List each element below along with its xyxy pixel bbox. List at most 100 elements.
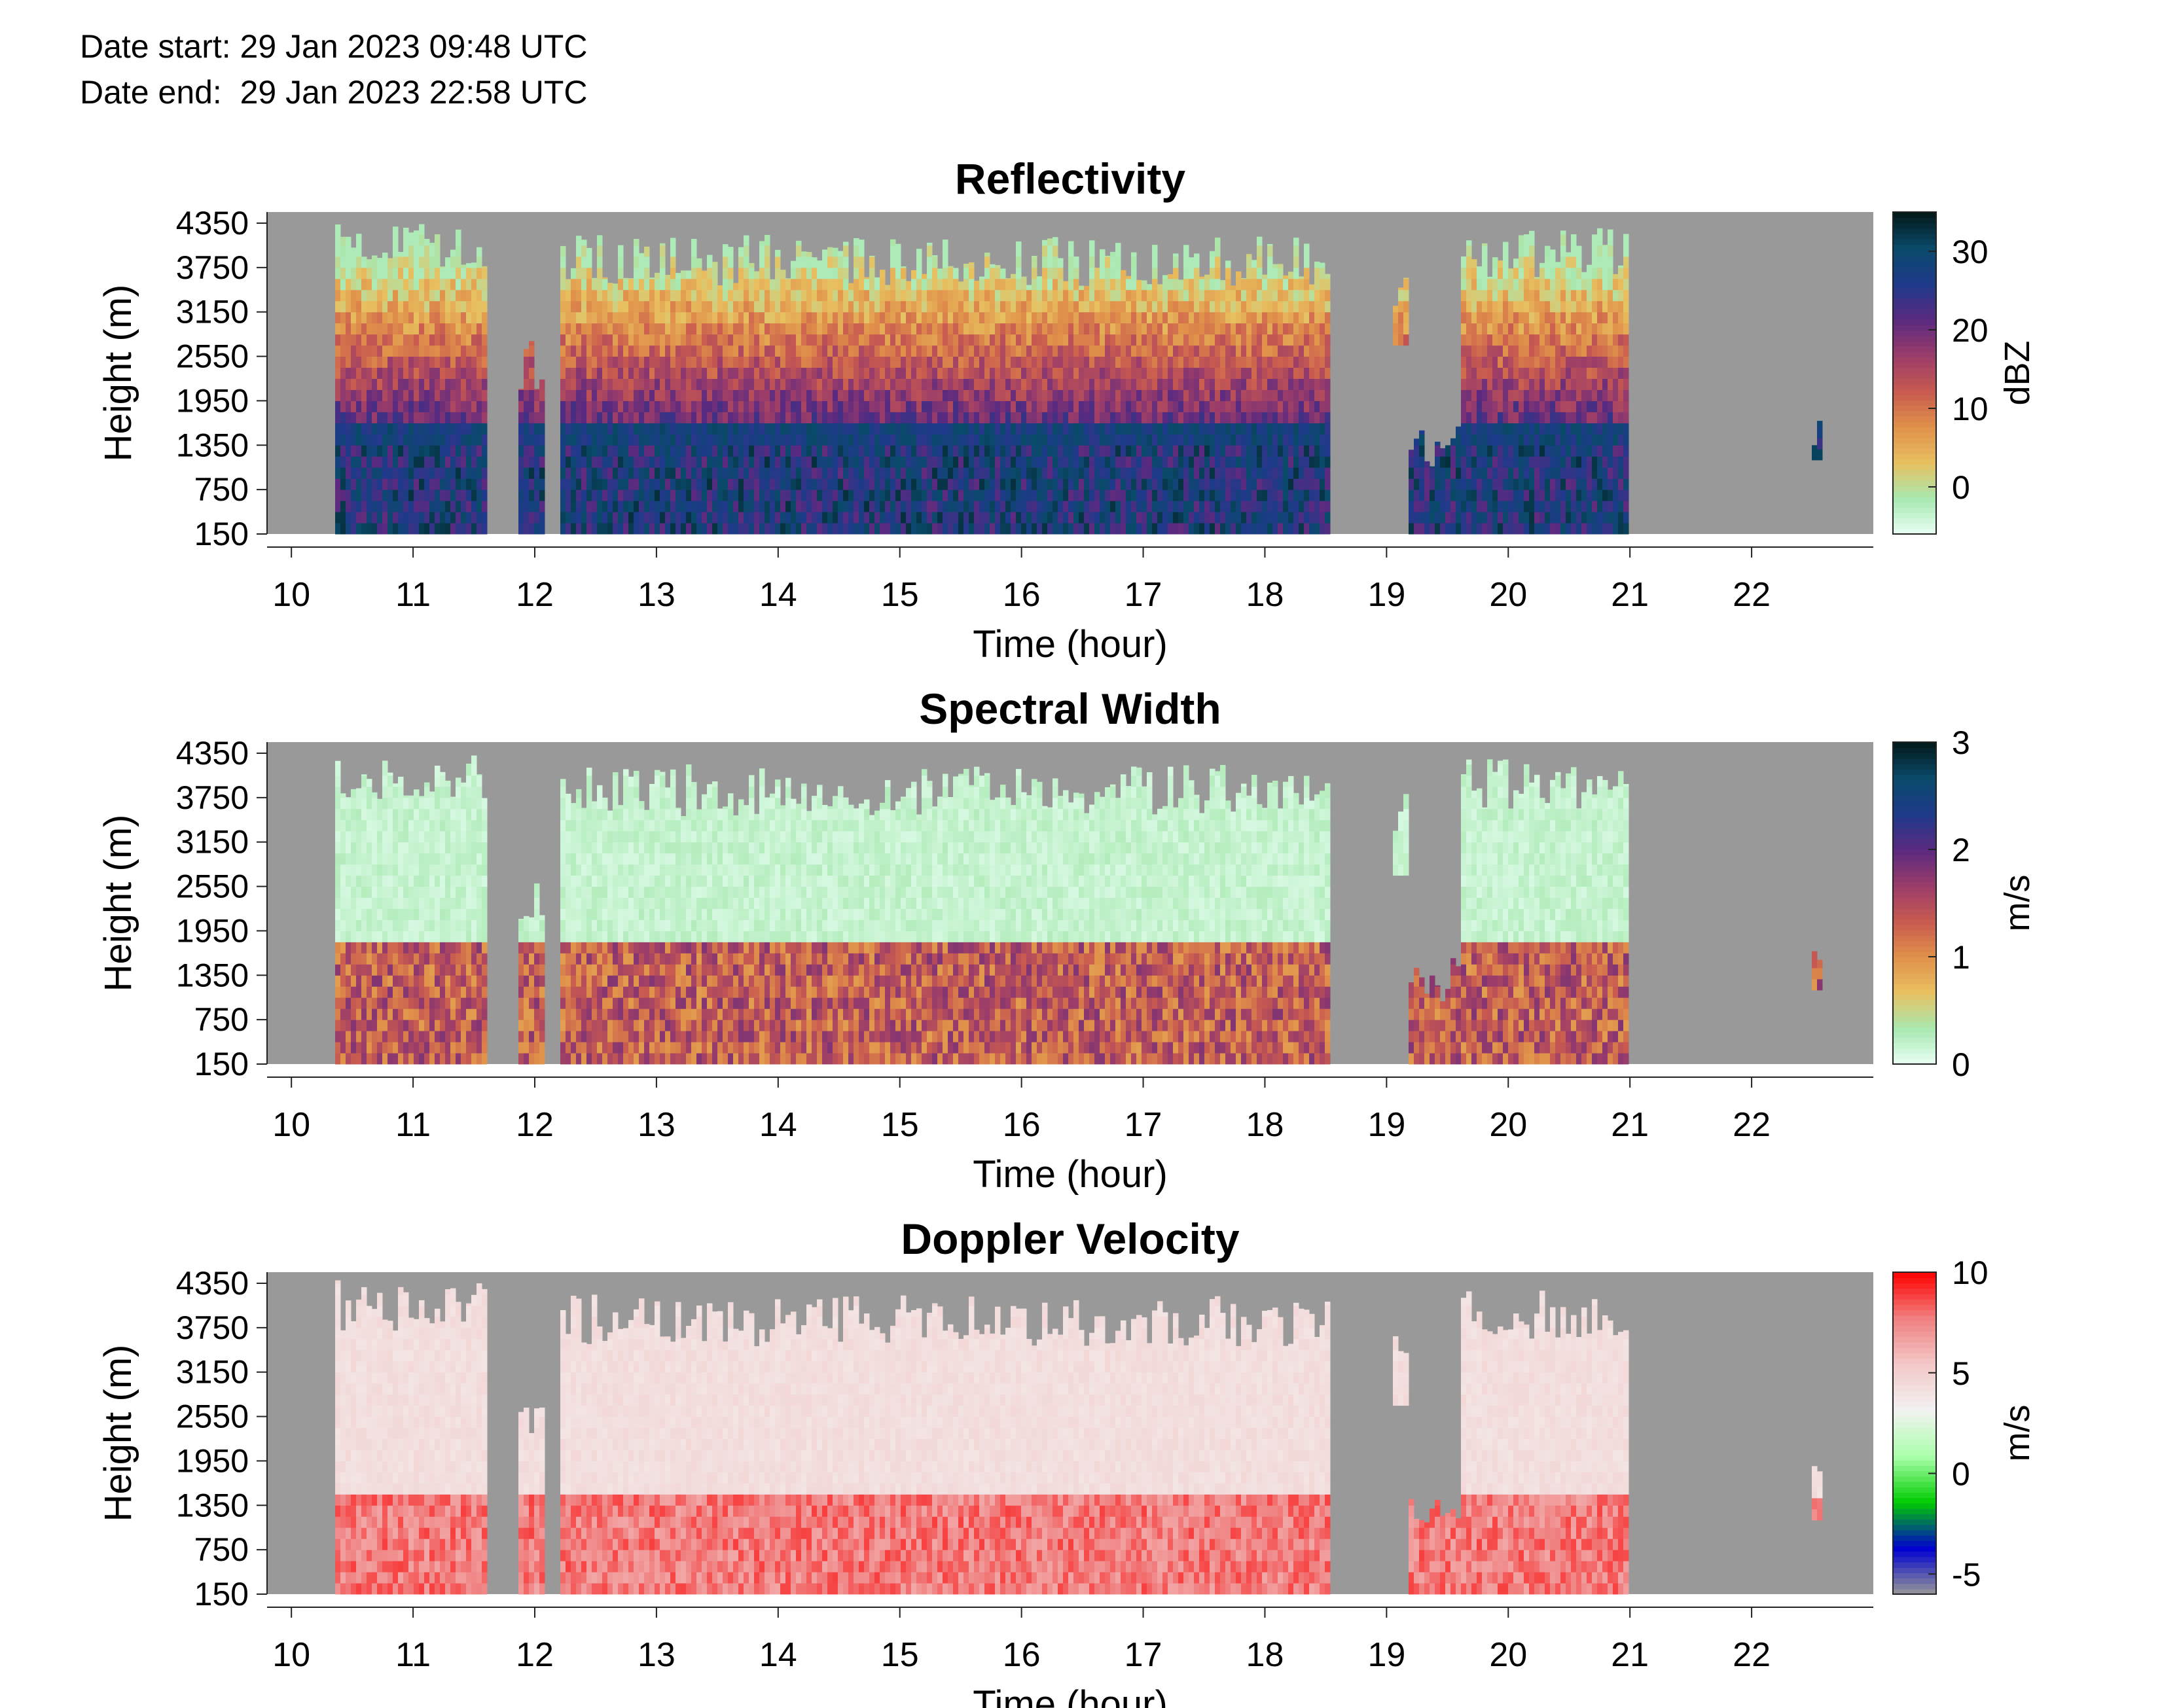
heatmap-cell	[403, 234, 409, 246]
heatmap-cell	[351, 467, 357, 479]
heatmap-cell	[1471, 456, 1477, 468]
heatmap-cell	[1178, 423, 1184, 435]
heatmap-cell	[1021, 345, 1027, 357]
heatmap-cell	[843, 278, 849, 291]
heatmap-cell	[1063, 523, 1069, 535]
heatmap-cell	[838, 389, 844, 401]
heatmap-cell	[1162, 323, 1168, 335]
heatmap-cell	[927, 311, 933, 324]
heatmap-cell	[340, 378, 346, 390]
heatmap-cell	[586, 467, 592, 479]
heatmap-cell	[346, 501, 351, 512]
heatmap-cell	[1257, 456, 1263, 468]
heatmap-cell	[1293, 323, 1299, 335]
heatmap-cell	[367, 423, 372, 435]
heatmap-cell	[1529, 512, 1535, 524]
heatmap-cell	[408, 445, 414, 457]
heatmap-cell	[1089, 345, 1095, 357]
heatmap-cell	[827, 247, 833, 257]
heatmap-cell	[1283, 423, 1289, 435]
heatmap-cell	[707, 378, 713, 390]
heatmap-cell	[346, 334, 351, 346]
heatmap-cell	[927, 478, 933, 490]
heatmap-cell	[817, 467, 823, 479]
heatmap-cell	[1424, 501, 1430, 512]
heatmap-cell	[791, 311, 797, 324]
heatmap-cell	[1063, 423, 1069, 435]
heatmap-cell	[1073, 523, 1079, 535]
heatmap-cell	[707, 311, 713, 324]
heatmap-cell	[922, 400, 927, 412]
heatmap-cell	[854, 267, 859, 279]
heatmap-cell	[1131, 489, 1137, 501]
heatmap-cell	[1210, 512, 1215, 524]
heatmap-cell	[1178, 289, 1184, 302]
heatmap-cell	[607, 412, 613, 423]
heatmap-cell	[356, 367, 362, 379]
heatmap-cell	[869, 345, 875, 357]
heatmap-cell	[906, 323, 912, 335]
heatmap-cell	[963, 412, 969, 423]
heatmap-cell	[367, 378, 372, 390]
heatmap-cell	[1094, 501, 1100, 512]
heatmap-cell	[356, 478, 362, 490]
heatmap-cell	[1142, 434, 1147, 446]
heatmap-cell	[387, 323, 393, 335]
heatmap-cell	[1073, 467, 1079, 479]
heatmap-cell	[424, 423, 430, 435]
heatmap-cell	[356, 456, 362, 468]
heatmap-cell	[1508, 523, 1514, 535]
heatmap-cell	[1393, 334, 1399, 346]
heatmap-cell	[932, 267, 938, 279]
heatmap-cell	[597, 489, 603, 501]
heatmap-cell	[979, 423, 985, 435]
heatmap-cell	[1466, 501, 1472, 512]
heatmap-cell	[958, 434, 964, 446]
heatmap-cell	[702, 389, 708, 401]
heatmap-cell	[1032, 356, 1037, 368]
heatmap-cell	[1236, 423, 1242, 435]
heatmap-cell	[539, 467, 545, 479]
heatmap-cell	[429, 334, 435, 346]
heatmap-cell	[1204, 400, 1210, 412]
heatmap-cell	[1435, 441, 1441, 446]
heatmap-cell	[1325, 423, 1331, 435]
heatmap-cell	[707, 523, 713, 535]
heatmap-cell	[801, 278, 807, 291]
heatmap-cell	[1508, 367, 1514, 379]
heatmap-cell	[387, 345, 393, 357]
heatmap-cell	[801, 300, 807, 313]
heatmap-cell	[440, 267, 446, 279]
heatmap-cell	[382, 256, 388, 268]
heatmap-cell	[691, 512, 697, 524]
heatmap-cell	[712, 434, 718, 446]
heatmap-cell	[456, 367, 461, 379]
heatmap-cell	[1471, 489, 1477, 501]
heatmap-cell	[1157, 523, 1163, 535]
heatmap-cell	[477, 434, 482, 446]
heatmap-cell	[1089, 256, 1095, 268]
heatmap-cell	[597, 311, 603, 324]
heatmap-cell	[1026, 512, 1032, 524]
heatmap-cell	[759, 323, 765, 335]
heatmap-cell	[346, 289, 351, 302]
heatmap-cell	[618, 245, 624, 257]
heatmap-cell	[1320, 423, 1325, 435]
heatmap-cell	[744, 467, 749, 479]
heatmap-cell	[775, 278, 781, 291]
heatmap-cell	[796, 423, 802, 435]
heatmap-cell	[885, 423, 891, 435]
heatmap-cell	[712, 423, 718, 435]
heatmap-cell	[1199, 478, 1205, 490]
heatmap-cell	[1513, 300, 1519, 313]
heatmap-cell	[1042, 467, 1048, 479]
heatmap-cell	[576, 512, 582, 524]
heatmap-cell	[649, 323, 655, 335]
heatmap-cell	[943, 523, 948, 535]
heatmap-cell	[1204, 512, 1210, 524]
heatmap-cell	[597, 478, 603, 490]
heatmap-cell	[1513, 323, 1519, 335]
heatmap-cell	[1053, 245, 1058, 257]
heatmap-cell	[1288, 345, 1294, 357]
heatmap-cell	[1026, 467, 1032, 479]
